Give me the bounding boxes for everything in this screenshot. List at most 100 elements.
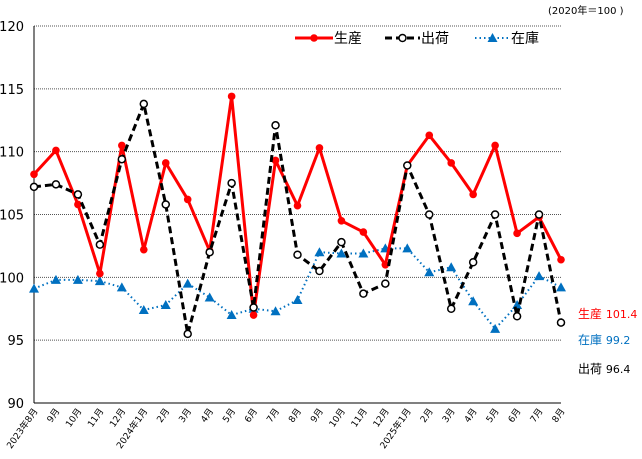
marker-triangle — [314, 247, 325, 257]
x-tick-label: 9月 — [308, 406, 325, 424]
marker-triangle — [487, 33, 498, 42]
marker-triangle — [468, 296, 479, 306]
marker-triangle — [72, 274, 83, 284]
legend-item: 生産 — [295, 31, 362, 47]
marker-filled-circle — [249, 311, 258, 319]
gridlines — [34, 25, 561, 341]
y-axis: 90 95 100 105 110 115 120 — [0, 20, 35, 412]
marker-triangle — [402, 243, 413, 253]
marker-open-circle — [512, 312, 522, 321]
marker-filled-circle — [513, 229, 521, 238]
marker-filled-circle — [359, 228, 368, 236]
y-tick-label: 95 — [7, 334, 24, 349]
marker-filled-circle — [425, 131, 434, 140]
legend-label: 出荷 — [421, 31, 449, 47]
marker-open-circle — [117, 154, 127, 164]
marker-triangle — [160, 299, 171, 309]
marker-open-circle — [490, 210, 500, 219]
series-0 — [30, 92, 565, 319]
x-tick-label: 2月 — [155, 406, 172, 424]
x-tick-label: 7月 — [528, 406, 545, 424]
x-tick-label: 10月 — [327, 406, 348, 429]
marker-triangle — [556, 282, 566, 292]
x-tick-label: 8月 — [550, 406, 567, 424]
marker-triangle — [358, 248, 369, 258]
x-tick-label: 2023年8月 — [4, 406, 41, 451]
marker-triangle — [29, 283, 39, 293]
y-tick-label: 120 — [0, 20, 24, 35]
legend: 生産 出荷 在庫 — [295, 30, 539, 47]
marker-open-circle — [381, 279, 390, 288]
end-label-shipment: 出荷 96.4 — [578, 362, 631, 376]
x-tick-label: 5月 — [484, 406, 501, 424]
marker-open-circle — [227, 178, 236, 188]
marker-triangle — [336, 248, 347, 258]
marker-open-circle — [249, 303, 258, 312]
marker-triangle — [204, 292, 215, 302]
marker-open-circle — [139, 99, 149, 109]
y-tick-label: 90 — [7, 397, 24, 412]
marker-open-circle — [534, 210, 544, 219]
marker-open-circle — [359, 289, 368, 298]
series-1 — [29, 99, 566, 339]
marker-open-circle — [51, 180, 61, 189]
x-tick-label: 4月 — [462, 406, 479, 424]
legend-label: 在庫 — [511, 30, 539, 47]
marker-open-circle — [95, 240, 105, 249]
marker-open-circle — [425, 210, 434, 219]
marker-filled-circle — [557, 255, 565, 264]
marker-filled-circle — [293, 201, 302, 210]
x-tick-label: 9月 — [45, 406, 62, 424]
marker-triangle — [226, 310, 237, 320]
marker-open-circle — [73, 190, 83, 199]
x-tick-label: 3月 — [440, 406, 457, 424]
unit-note: (2020年＝100 ) — [548, 6, 624, 17]
marker-triangle — [424, 267, 435, 277]
end-label-inventory: 在庫 99.2 — [578, 333, 631, 347]
marker-filled-circle — [381, 260, 390, 269]
y-tick-label: 105 — [0, 209, 24, 224]
marker-open-circle — [398, 33, 407, 43]
marker-triangle — [490, 323, 501, 333]
marker-filled-circle — [271, 156, 280, 165]
marker-triangle — [50, 274, 61, 284]
marker-open-circle — [271, 121, 280, 130]
marker-triangle — [292, 294, 303, 304]
marker-filled-circle — [183, 195, 192, 204]
marker-open-circle — [315, 266, 324, 276]
x-tick-label: 12月 — [108, 406, 129, 429]
marker-filled-circle — [74, 200, 82, 209]
marker-open-circle — [446, 304, 456, 313]
marker-open-circle — [29, 182, 39, 192]
y-tick-label: 110 — [0, 146, 24, 161]
marker-filled-circle — [139, 245, 148, 254]
legend-item: 出荷 — [385, 31, 449, 47]
marker-filled-circle — [52, 146, 60, 155]
marker-triangle — [182, 278, 193, 288]
marker-filled-circle — [161, 159, 170, 167]
end-label-production: 生産 101.4 — [578, 307, 638, 321]
marker-triangle — [534, 271, 545, 281]
marker-filled-circle — [96, 269, 104, 278]
marker-triangle — [446, 262, 457, 272]
marker-triangle — [94, 276, 105, 286]
marker-open-circle — [183, 329, 192, 339]
marker-filled-circle — [310, 34, 318, 42]
marker-open-circle — [337, 237, 346, 247]
marker-triangle — [116, 282, 127, 292]
marker-open-circle — [205, 247, 214, 257]
marker-open-circle — [556, 318, 566, 327]
marker-open-circle — [468, 258, 478, 267]
x-tick-label: 6月 — [243, 406, 260, 424]
marker-triangle — [512, 299, 523, 309]
x-tick-label: 2月 — [418, 406, 435, 424]
marker-filled-circle — [337, 216, 346, 225]
marker-open-circle — [293, 250, 302, 259]
marker-filled-circle — [469, 190, 477, 199]
series-2 — [29, 243, 566, 333]
y-tick-label: 115 — [0, 83, 24, 98]
x-tick-label: 11月 — [86, 406, 107, 429]
x-tick-label: 12月 — [371, 406, 392, 429]
legend-label: 生産 — [334, 31, 362, 47]
